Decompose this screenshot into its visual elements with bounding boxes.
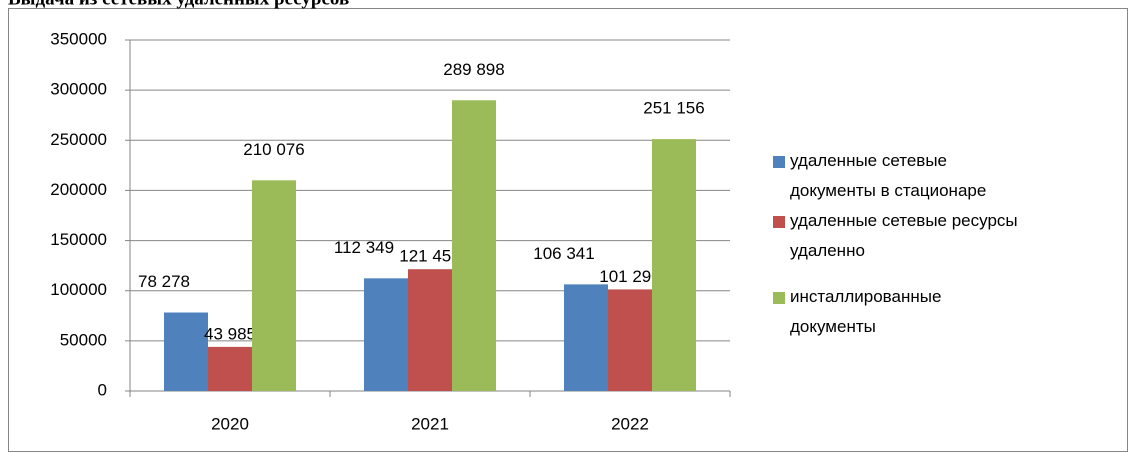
y-tick-label: 200000 xyxy=(50,180,107,199)
bar xyxy=(564,284,608,391)
legend-label: удаленные сетевые документы в стационаре xyxy=(790,151,986,200)
data-label: 121 453 xyxy=(399,247,460,266)
y-tick-label: 250000 xyxy=(50,130,107,149)
legend-label: удаленные сетевые ресурсы удаленно xyxy=(790,211,1018,260)
bar xyxy=(252,180,296,391)
legend-swatch xyxy=(773,216,785,228)
y-tick-label: 100000 xyxy=(50,280,107,299)
bar xyxy=(652,139,696,391)
data-label: 101 290 xyxy=(599,267,660,286)
x-tick-label: 2022 xyxy=(611,414,649,433)
data-label: 289 898 xyxy=(443,60,504,79)
legend-swatch xyxy=(773,292,785,304)
bar xyxy=(408,269,452,391)
bar xyxy=(608,289,652,391)
bar xyxy=(208,346,252,391)
data-label: 43 985 xyxy=(204,324,256,343)
legend-swatch xyxy=(773,156,785,168)
data-label: 251 156 xyxy=(643,99,704,118)
data-label: 112 349 xyxy=(334,238,394,257)
bar xyxy=(364,278,408,391)
data-label: 78 278 xyxy=(138,272,190,291)
x-tick-label: 2020 xyxy=(211,414,249,433)
y-tick-label: 50000 xyxy=(60,330,107,349)
chart-title: Выдача из сетевых удаленных ресурсов xyxy=(8,0,349,9)
data-label: 106 341 xyxy=(533,244,594,263)
y-tick-label: 150000 xyxy=(50,230,107,249)
y-tick-label: 300000 xyxy=(50,80,107,99)
chart-border xyxy=(8,8,1128,452)
bar xyxy=(164,312,208,391)
x-tick-label: 2021 xyxy=(411,414,449,433)
legend-label: инсталлированные документы xyxy=(790,287,941,336)
y-tick-label: 0 xyxy=(98,380,107,399)
y-tick-label: 350000 xyxy=(50,29,107,48)
data-label: 210 076 xyxy=(243,140,304,159)
bar xyxy=(452,100,496,392)
